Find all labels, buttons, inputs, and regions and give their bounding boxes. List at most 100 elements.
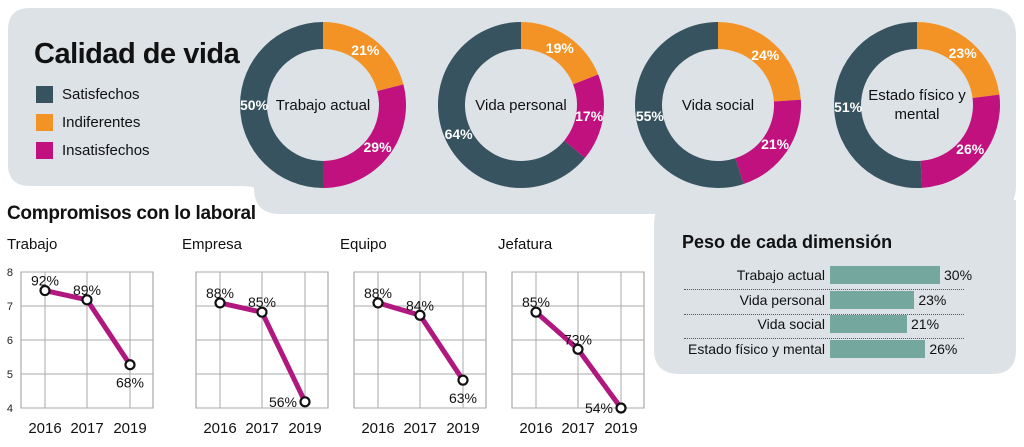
line-chart-svg: 2016 2017 2019 85% 73% 54%	[511, 271, 645, 437]
line-chart-title: Trabajo	[7, 236, 58, 253]
legend-label: Insatisfechos	[62, 141, 150, 159]
donut-svg	[635, 22, 801, 188]
donut-vida-personal: Vida personal 19% 17% 64%	[436, 15, 606, 195]
bar-row: Estado físico y mental 26%	[680, 338, 1000, 362]
donut-trabajo-actual: Trabajo actual 21% 29% 50%	[238, 15, 408, 195]
donut-center-label: Vida social	[681, 96, 755, 114]
x-tick-label: 2019	[113, 420, 146, 437]
donut-slice-indiferentes	[917, 22, 1000, 98]
data-label: 85%	[522, 294, 550, 310]
bar	[830, 315, 907, 333]
bar	[830, 291, 915, 309]
bar-value-label: 21%	[911, 316, 940, 332]
bar	[830, 266, 940, 284]
data-point	[572, 343, 584, 355]
donut-slice-indiferentes	[718, 22, 801, 102]
donut-slice-insatisfechos	[735, 99, 801, 184]
y-tick-label: 65	[7, 369, 13, 381]
donut-slice-label: 55%	[635, 107, 664, 124]
legend-swatch	[36, 141, 53, 159]
donut-slice-label: 23%	[948, 45, 977, 62]
data-point	[124, 359, 136, 371]
data-label: 92%	[31, 273, 59, 289]
data-label: 56%	[269, 394, 297, 410]
donut-slice-satisfechos	[833, 22, 923, 189]
data-point	[414, 309, 426, 321]
data-point	[299, 396, 311, 408]
x-tick-label: 2016	[361, 420, 394, 437]
data-label: 88%	[364, 285, 392, 301]
line-chart-svg: 2016 2017 2019 88% 85% 56%	[195, 271, 329, 437]
x-tick-label: 2017	[561, 420, 594, 437]
bar-row: Vida personal 23%	[680, 289, 1000, 315]
donut-center-label: Trabajo actual	[275, 96, 371, 114]
x-tick-label: 2019	[446, 420, 479, 437]
y-tick-label: 98	[7, 267, 13, 279]
line-chart-equipo: Equipo 2016 2017 2019 88% 84% 63%	[340, 236, 500, 441]
bar-category-label: Estado físico y mental	[688, 341, 825, 357]
bar	[830, 340, 926, 358]
x-tick-label: 2016	[28, 420, 61, 437]
section-title-compromisos: Compromisos con lo laboral	[7, 203, 256, 224]
donut-slice-label: 26%	[956, 140, 985, 157]
donut-slice-label: 19%	[545, 39, 574, 56]
donut-slice-insatisfechos	[564, 74, 604, 158]
donut-slice-label: 21%	[351, 42, 380, 59]
line-chart-empresa: Empresa 2016 2017 2019 88% 85% 56%	[182, 236, 342, 441]
donut-slice-label: 64%	[444, 126, 473, 143]
data-label: 84%	[406, 297, 434, 313]
data-point	[530, 306, 542, 318]
data-label: 85%	[248, 294, 276, 310]
donut-slice-label: 51%	[834, 99, 863, 116]
x-tick-label: 2019	[288, 420, 321, 437]
row-separator	[684, 314, 964, 315]
legend-swatch	[36, 85, 53, 103]
row-separator	[684, 289, 964, 290]
data-point	[457, 374, 469, 386]
donut-slice-insatisfechos	[323, 84, 406, 188]
data-label: 68%	[116, 375, 144, 391]
bar-category-label: Vida social	[757, 316, 825, 332]
data-point	[214, 297, 226, 309]
x-tick-label: 2017	[70, 420, 103, 437]
donut-estado-fisico-mental: Estado físico y mental 23% 26% 51%	[832, 15, 1002, 195]
y-tick-label: 87	[7, 301, 13, 313]
donut-slice-insatisfechos	[920, 94, 1000, 188]
legend-label: Indiferentes	[62, 113, 141, 131]
donut-center-label: Estado físico y mental	[868, 87, 966, 123]
legend-item-insatisfechos: Insatisfechos	[36, 136, 150, 164]
data-label: 88%	[206, 285, 234, 301]
y-tick-label: 76	[7, 335, 13, 347]
bar-row: Trabajo actual 30%	[680, 264, 1000, 290]
data-label: 54%	[585, 400, 613, 416]
bar-category-label: Trabajo actual	[736, 267, 825, 283]
x-tick-label: 2017	[245, 420, 278, 437]
bar-row: Vida social 21%	[680, 313, 1000, 339]
data-point	[256, 306, 268, 318]
bar-value-label: 23%	[918, 292, 947, 308]
donut-slice-satisfechos	[437, 22, 585, 188]
data-point	[81, 294, 93, 306]
donut-slice-indiferentes	[323, 22, 404, 92]
row-separator	[684, 338, 964, 339]
data-point	[615, 402, 627, 414]
donut-svg	[240, 22, 406, 188]
line-chart-trabajo: Trabajo 98 87 76 65 54 2016 2017 2019 92% 89% 68%	[7, 236, 167, 441]
data-point	[372, 297, 384, 309]
x-tick-label: 2017	[403, 420, 436, 437]
line-chart-svg: 2016 2017 2019 88% 84% 63%	[353, 271, 487, 437]
data-label: 63%	[449, 390, 477, 406]
x-tick-label: 2016	[203, 420, 236, 437]
right-gray-panel	[654, 200, 1016, 374]
donut-slice-label: 17%	[575, 107, 604, 124]
legend-item-satisfechos: Satisfechos	[36, 80, 150, 108]
donut-slice-indiferentes	[521, 22, 599, 85]
line-chart-title: Jefatura	[498, 236, 553, 253]
x-tick-label: 2016	[519, 420, 552, 437]
line-chart-title: Equipo	[340, 236, 387, 253]
bar-category-label: Vida personal	[739, 292, 825, 308]
section-title-peso: Peso de cada dimensión	[682, 232, 893, 252]
donut-slice-satisfechos	[240, 22, 323, 188]
donut-slice-satisfechos	[635, 22, 744, 188]
data-point	[39, 284, 51, 297]
